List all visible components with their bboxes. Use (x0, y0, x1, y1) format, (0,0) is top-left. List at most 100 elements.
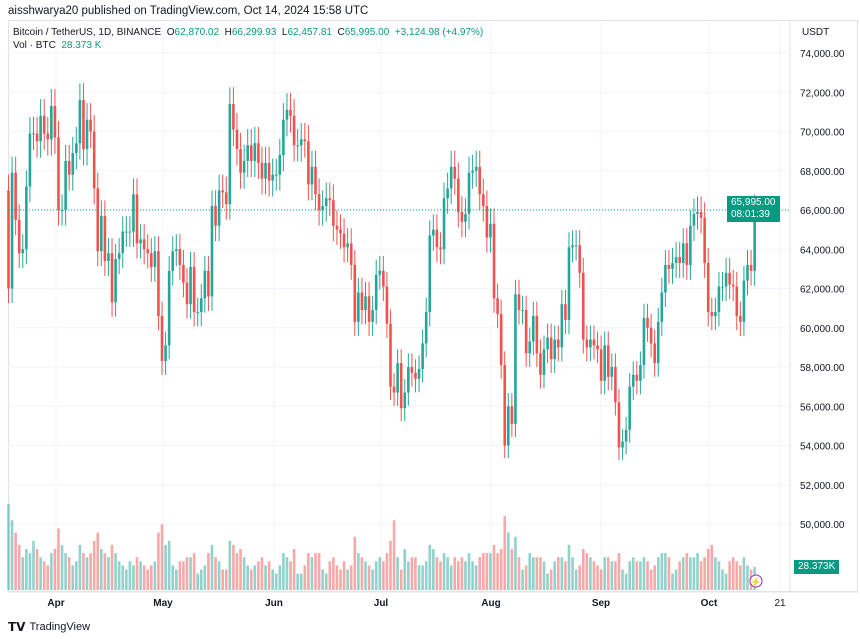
volume-bar (667, 557, 671, 590)
tv-logo-icon: 𝗧𝗩 (8, 620, 26, 634)
volume-bar (531, 557, 535, 590)
volume-label[interactable]: Vol · BTC (13, 40, 56, 51)
volume-bar (735, 561, 739, 590)
candle-body (739, 315, 742, 322)
candle-body (100, 215, 103, 252)
candle-body (446, 188, 449, 199)
volume-bar (603, 557, 606, 590)
volume-bar (392, 520, 396, 590)
candle-body (57, 137, 60, 210)
candle-body (246, 145, 249, 161)
candle-body (228, 104, 232, 205)
volume-bar (132, 565, 135, 590)
symbol-name[interactable]: Bitcoin / TetherUS, 1D, BINANCE (13, 27, 162, 38)
candle-body (153, 251, 157, 267)
volume-bar (299, 573, 303, 590)
candle-body (403, 392, 407, 409)
candle-body (146, 249, 150, 254)
volume-bar (274, 573, 278, 590)
candle-body (289, 109, 292, 116)
low-label: L (281, 27, 288, 38)
currency-label[interactable]: USDT (802, 27, 830, 38)
candle-body (32, 133, 35, 135)
volume-bar (553, 561, 557, 590)
close-value: 65,995.00 (344, 27, 390, 38)
candle-body (546, 337, 549, 350)
volume-bar (224, 569, 228, 590)
volume-bar (528, 553, 532, 590)
candle-body (457, 178, 460, 212)
candle-body (531, 315, 535, 342)
published-line: aisshwarya20 published on TradingView.co… (8, 5, 369, 17)
volume-bar (78, 544, 82, 590)
volume-bar (342, 561, 346, 590)
volume-bar (235, 553, 239, 590)
candle-body (282, 119, 285, 156)
candle-body (653, 343, 656, 364)
candle-body (139, 239, 142, 244)
candle-body (735, 286, 739, 316)
candle-body (435, 229, 439, 248)
volume-bar (407, 561, 410, 590)
volume-bar (574, 569, 578, 590)
candle-body (96, 188, 100, 252)
volume-bar (135, 557, 139, 590)
candle-body (171, 251, 175, 271)
y-tick-label: 58,000.00 (800, 363, 845, 374)
candle-body (128, 231, 132, 233)
candle-body (121, 231, 125, 254)
volume-bar (471, 561, 474, 590)
volume-bar (364, 561, 367, 590)
volume-bar (621, 569, 624, 590)
volume-bar (96, 532, 100, 590)
candle-body (164, 345, 167, 362)
candle-body (346, 243, 349, 248)
candle-body (606, 345, 610, 377)
volume-bar (717, 561, 721, 590)
volume-bar (739, 565, 742, 590)
candle-body (685, 243, 689, 265)
volume-bar (617, 553, 621, 590)
volume-bar (50, 553, 53, 590)
candle-body (439, 247, 442, 250)
volume-bar (721, 569, 724, 590)
candle-body (303, 139, 307, 142)
candle-body (703, 217, 706, 263)
candle-body (724, 272, 728, 287)
y-tick-label: 70,000.00 (800, 128, 845, 139)
volume-bar (353, 536, 357, 590)
volume-bar (153, 561, 157, 590)
candle-body (474, 166, 478, 171)
candle-body (46, 133, 50, 140)
volume-bar (396, 557, 399, 590)
candle-body (539, 353, 542, 375)
candle-body (25, 186, 28, 250)
candle-body (310, 166, 314, 185)
volume-bar (182, 561, 185, 590)
bar-countdown: 08:01:39 (731, 209, 770, 220)
tradingview-logo[interactable]: 𝗧𝗩 TradingView (8, 620, 90, 634)
candle-body (249, 145, 253, 161)
volume-bar (310, 557, 314, 590)
volume-bar (85, 557, 89, 590)
candle-body (535, 315, 539, 354)
candle-body (624, 429, 628, 442)
volume-bar (271, 569, 274, 590)
candle-body (253, 143, 257, 161)
volume-bar (28, 553, 32, 590)
candle-body (639, 365, 642, 381)
candle-body (257, 143, 260, 163)
candle-body (628, 386, 631, 430)
volume-bar (75, 561, 78, 590)
volume-bar (246, 565, 249, 590)
candle-body (699, 211, 703, 218)
volume-bar (92, 540, 96, 590)
brand-name: TradingView (29, 621, 91, 633)
volume-bar (249, 569, 253, 590)
volume-bar (664, 553, 667, 590)
volume-bar (282, 553, 285, 590)
candle-body (150, 253, 153, 267)
candle-body (471, 170, 474, 173)
volume-bar (199, 569, 203, 590)
